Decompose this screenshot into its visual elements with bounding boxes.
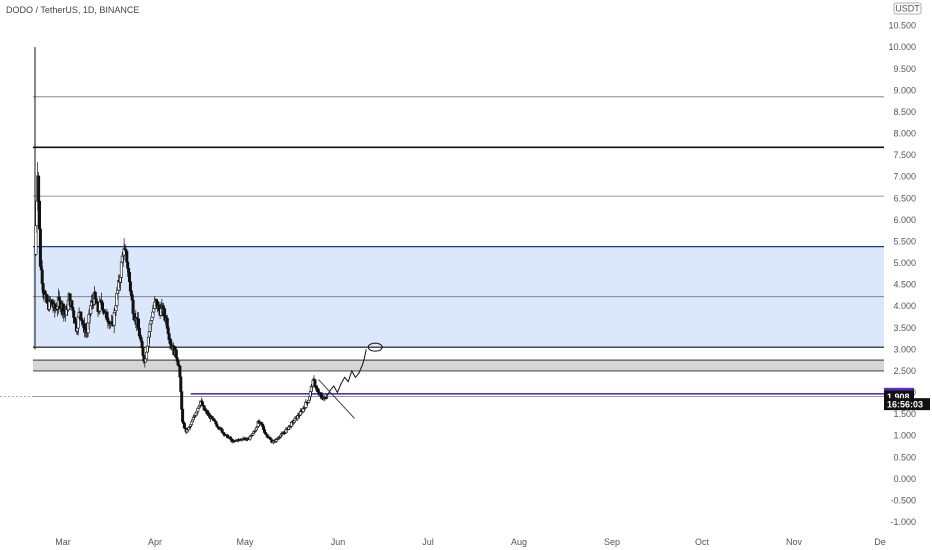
y-tick-label-14: 6.000 (893, 215, 916, 225)
candle-body-162 (179, 376, 183, 392)
candle-body-4 (37, 175, 41, 202)
x-tick-label-5: Aug (511, 537, 527, 547)
y-tick-label-0: -1.000 (890, 517, 916, 527)
y-tick-label-1: -0.500 (890, 495, 916, 505)
currency-label: USDT (895, 4, 920, 14)
candle-body-51 (79, 311, 83, 320)
y-tick-label-21: 9.500 (893, 64, 916, 74)
price-badge-label-2: 16:56:03 (887, 400, 923, 410)
x-tick-label-2: May (236, 537, 254, 547)
x-tick-label-7: Oct (695, 537, 710, 547)
drawings-layer (318, 342, 383, 419)
y-tick-label-13: 5.500 (893, 236, 916, 246)
time-axis[interactable]: Mar Apr May Jun Jul Aug Sep Oct Nov De (55, 537, 886, 547)
x-tick-label-9: De (874, 537, 886, 547)
y-tick-label-2: 0.000 (893, 474, 916, 484)
chart-title: DODO / TetherUS, 1D, BINANCE (6, 5, 139, 15)
candle-body-324 (325, 397, 329, 399)
candle-body-41 (70, 300, 74, 308)
x-tick-label-0: Mar (55, 537, 71, 547)
candle-body-304 (307, 399, 311, 403)
projection-path (326, 349, 367, 398)
candle-body-174 (190, 421, 194, 425)
x-tick-label-1: Apr (148, 537, 162, 547)
candles-layer (34, 47, 329, 445)
y-tick-label-8: 3.000 (893, 344, 916, 354)
x-tick-label-6: Sep (604, 537, 620, 547)
x-tick-label-3: Jun (331, 537, 346, 547)
y-tick-label-5: 1.500 (893, 409, 916, 419)
y-tick-label-11: 4.500 (893, 280, 916, 290)
price-badge-label-1: 1.908 (887, 392, 910, 402)
y-tick-label-9: 3.500 (893, 323, 916, 333)
y-tick-label-22: 10.000 (888, 42, 916, 52)
price-axis[interactable]: -1.000-0.5000.0000.5001.0001.5002.0002.5… (888, 21, 916, 527)
target-ellipse (367, 342, 383, 352)
x-tick-label-8: Nov (786, 537, 803, 547)
candle-body-119 (140, 341, 144, 349)
y-tick-label-19: 8.500 (893, 107, 916, 117)
y-tick-label-23: 10.500 (888, 21, 916, 31)
y-tick-label-3: 0.500 (893, 452, 916, 462)
y-tick-label-15: 6.500 (893, 193, 916, 203)
y-tick-label-17: 7.500 (893, 150, 916, 160)
currency-button[interactable]: USDT (893, 2, 922, 15)
candle-body-258 (265, 434, 269, 438)
x-tick-label-4: Jul (422, 537, 434, 547)
candle-body-96 (119, 261, 123, 278)
y-tick-label-12: 5.000 (893, 258, 916, 268)
y-tick-label-7: 2.500 (893, 366, 916, 376)
candle-body-124 (145, 351, 149, 360)
zone-1 (33, 360, 884, 371)
levels-layer (0, 96, 884, 397)
y-tick-label-20: 9.000 (893, 85, 916, 95)
candle-body-163 (180, 391, 184, 410)
trendline (318, 379, 355, 419)
y-tick-label-18: 8.000 (893, 129, 916, 139)
y-tick-label-10: 4.000 (893, 301, 916, 311)
price-badge-bg-2 (884, 398, 930, 411)
candle-body-6 (38, 228, 42, 267)
y-tick-label-4: 1.000 (893, 431, 916, 441)
y-tick-label-16: 7.000 (893, 172, 916, 182)
